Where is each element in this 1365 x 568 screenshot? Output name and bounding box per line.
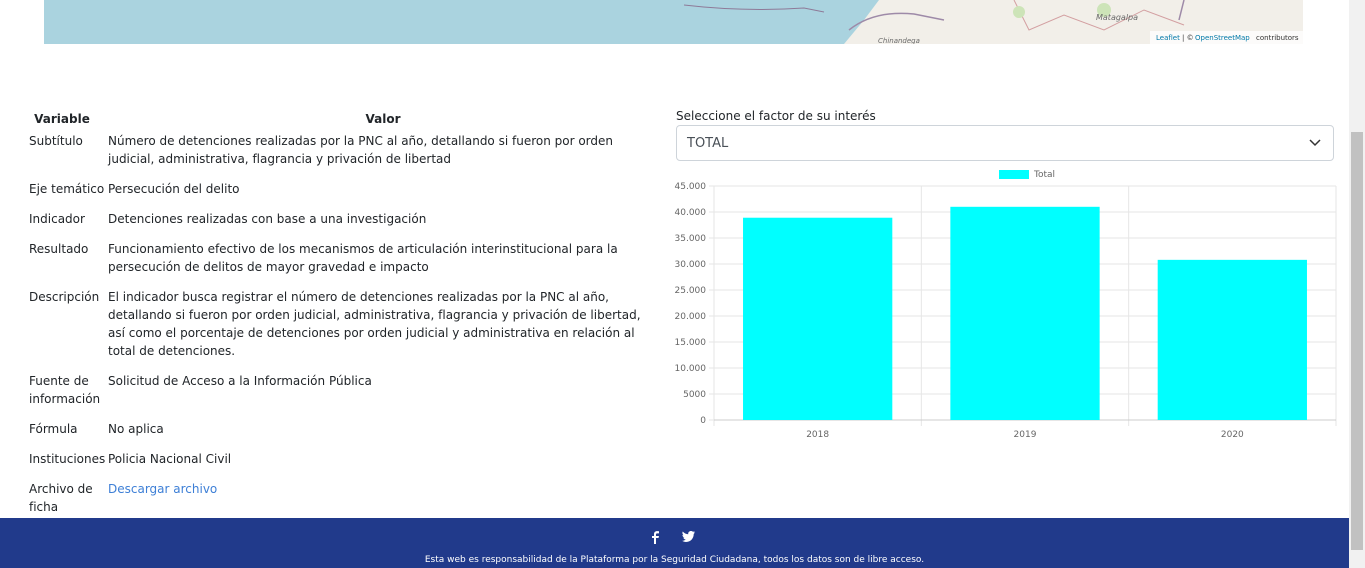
table-row: Resultado Funcionamiento efectivo de los … <box>29 240 659 276</box>
footer: Esta web es responsabilidad de la Plataf… <box>0 518 1349 568</box>
value-cell: Funcionamiento efectivo de los mecanismo… <box>108 242 618 274</box>
x-tick-label: 2020 <box>1221 430 1244 440</box>
map-label: Matagalpa <box>1096 13 1138 22</box>
x-tick-label: 2019 <box>1014 430 1037 440</box>
variable-cell: Eje temático <box>29 182 105 196</box>
value-cell: El indicador busca registrar el número d… <box>108 290 641 358</box>
value-cell: Persecución del delito <box>108 182 240 196</box>
bar <box>950 206 1100 420</box>
value-cell: Detenciones realizadas con base a una in… <box>108 212 427 226</box>
legend-label: Total <box>1033 170 1055 180</box>
table-row: Archivo de ficha Descargar archivo <box>29 480 659 516</box>
attribution-text: contributors <box>1256 34 1299 42</box>
y-tick-label: 0 <box>700 416 706 426</box>
value-cell: No aplica <box>108 422 164 436</box>
variable-cell: Indicador <box>29 212 85 226</box>
variable-cell: Resultado <box>29 242 89 256</box>
y-tick-label: 20.000 <box>675 312 707 322</box>
table-body: Subtítulo Número de detenciones realizada… <box>29 110 659 516</box>
info-table: Variable Valor Subtítulo Número de detenc… <box>29 110 659 528</box>
footer-text: Esta web es responsabilidad de la Plataf… <box>424 555 925 565</box>
variable-cell: Descripción <box>29 290 100 304</box>
y-tick-label: 35.000 <box>675 234 707 244</box>
variable-cell: Archivo de ficha <box>29 482 93 514</box>
table-row: Indicador Detenciones realizadas con base… <box>29 210 659 228</box>
value-cell: Descargar archivo <box>108 480 658 516</box>
factor-select[interactable]: TOTAL <box>676 125 1334 161</box>
twitter-icon[interactable] <box>682 531 695 542</box>
variable-cell: Instituciones <box>29 452 106 466</box>
facebook-icon[interactable] <box>650 531 660 544</box>
map-label: Chinandega <box>878 37 920 44</box>
table-row: Eje temático Persecución del delito <box>29 180 659 198</box>
table-row: Fórmula No aplica <box>29 420 659 438</box>
variable-cell: Subtítulo <box>29 134 83 148</box>
y-tick-label: 30.000 <box>675 260 707 270</box>
legend-swatch <box>999 170 1029 179</box>
y-tick-label: 15.000 <box>675 338 707 348</box>
chevron-icon <box>1309 139 1321 147</box>
map[interactable]: Matagalpa Chinandega Leaflet | © OpenStr… <box>44 0 1303 44</box>
value-cell: Policia Nacional Civil <box>108 452 232 466</box>
variable-cell: Fuente de información <box>29 374 101 406</box>
attribution-link[interactable]: OpenStreetMap <box>1195 34 1250 42</box>
value-cell: Solicitud de Acceso a la Información Púb… <box>108 374 372 388</box>
table-header: Variable <box>34 112 90 126</box>
bar <box>1157 259 1307 420</box>
scrollbar-thumb[interactable] <box>1351 132 1363 550</box>
download-link[interactable]: Descargar archivo <box>108 482 218 496</box>
x-tick-label: 2018 <box>806 430 829 440</box>
value-cell: Número de detenciones realizadas por la … <box>108 134 614 166</box>
table-row: Descripción El indicador busca registrar … <box>29 288 659 360</box>
y-tick-label: 25.000 <box>675 286 707 296</box>
y-tick-label: 40.000 <box>675 208 707 218</box>
table-row: Subtítulo Número de detenciones realizada… <box>29 132 659 168</box>
variable-cell: Fórmula <box>29 422 78 436</box>
y-tick-label: 5000 <box>683 390 706 400</box>
attribution-text: | © <box>1182 34 1194 42</box>
select-label: Seleccione el factor de su interés <box>676 109 876 123</box>
table-row: Fuente de información Solicitud de Acceso… <box>29 372 659 408</box>
y-tick-label: 10.000 <box>675 364 707 374</box>
table-header: Valor <box>365 112 401 126</box>
y-tick-label: 45.000 <box>675 182 707 192</box>
bar <box>743 217 893 420</box>
bar-chart: 0 5000 10.000 15.000 20.000 25.000 30.000 35.00… <box>675 170 1337 440</box>
attribution-link[interactable]: Leaflet <box>1156 34 1180 42</box>
table-row: Instituciones Policia Nacional Civil <box>29 450 659 468</box>
select-value: TOTAL <box>687 136 729 151</box>
